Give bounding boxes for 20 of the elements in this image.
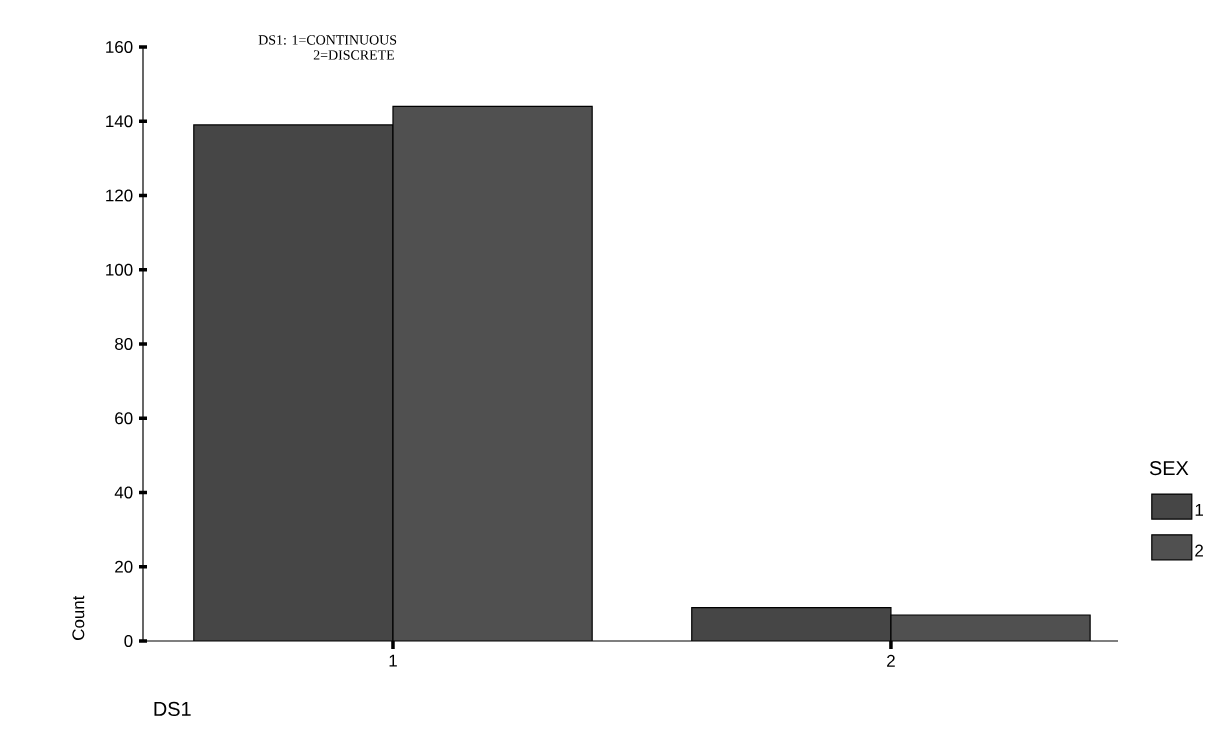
y-tick-label: 120 (106, 189, 133, 202)
legend-label: 2 (1195, 544, 1203, 557)
y-tick-label: 40 (114, 486, 133, 499)
y-tick-label: 140 (106, 115, 133, 128)
legend-title: SEX (1149, 461, 1189, 476)
y-tick-label: 60 (115, 412, 133, 425)
annotation: 2=DISCRETE (313, 50, 394, 60)
y-tick-label: 100 (106, 263, 133, 276)
y-tick-label: 160 (106, 41, 133, 53)
text: DS1: 1=CONTINUOUS (258, 35, 397, 45)
bar (193, 124, 393, 641)
bar (890, 614, 1091, 641)
bar (392, 106, 593, 641)
y-tick-label: 0 (124, 635, 133, 647)
legend-label: 1 (1195, 503, 1203, 516)
x-axis-title: DS1 (154, 701, 191, 716)
y-tick-label: 20 (115, 560, 133, 573)
y-tick-label: 80 (115, 338, 133, 350)
y-axis-title: Count (72, 595, 85, 640)
bar (691, 606, 892, 641)
